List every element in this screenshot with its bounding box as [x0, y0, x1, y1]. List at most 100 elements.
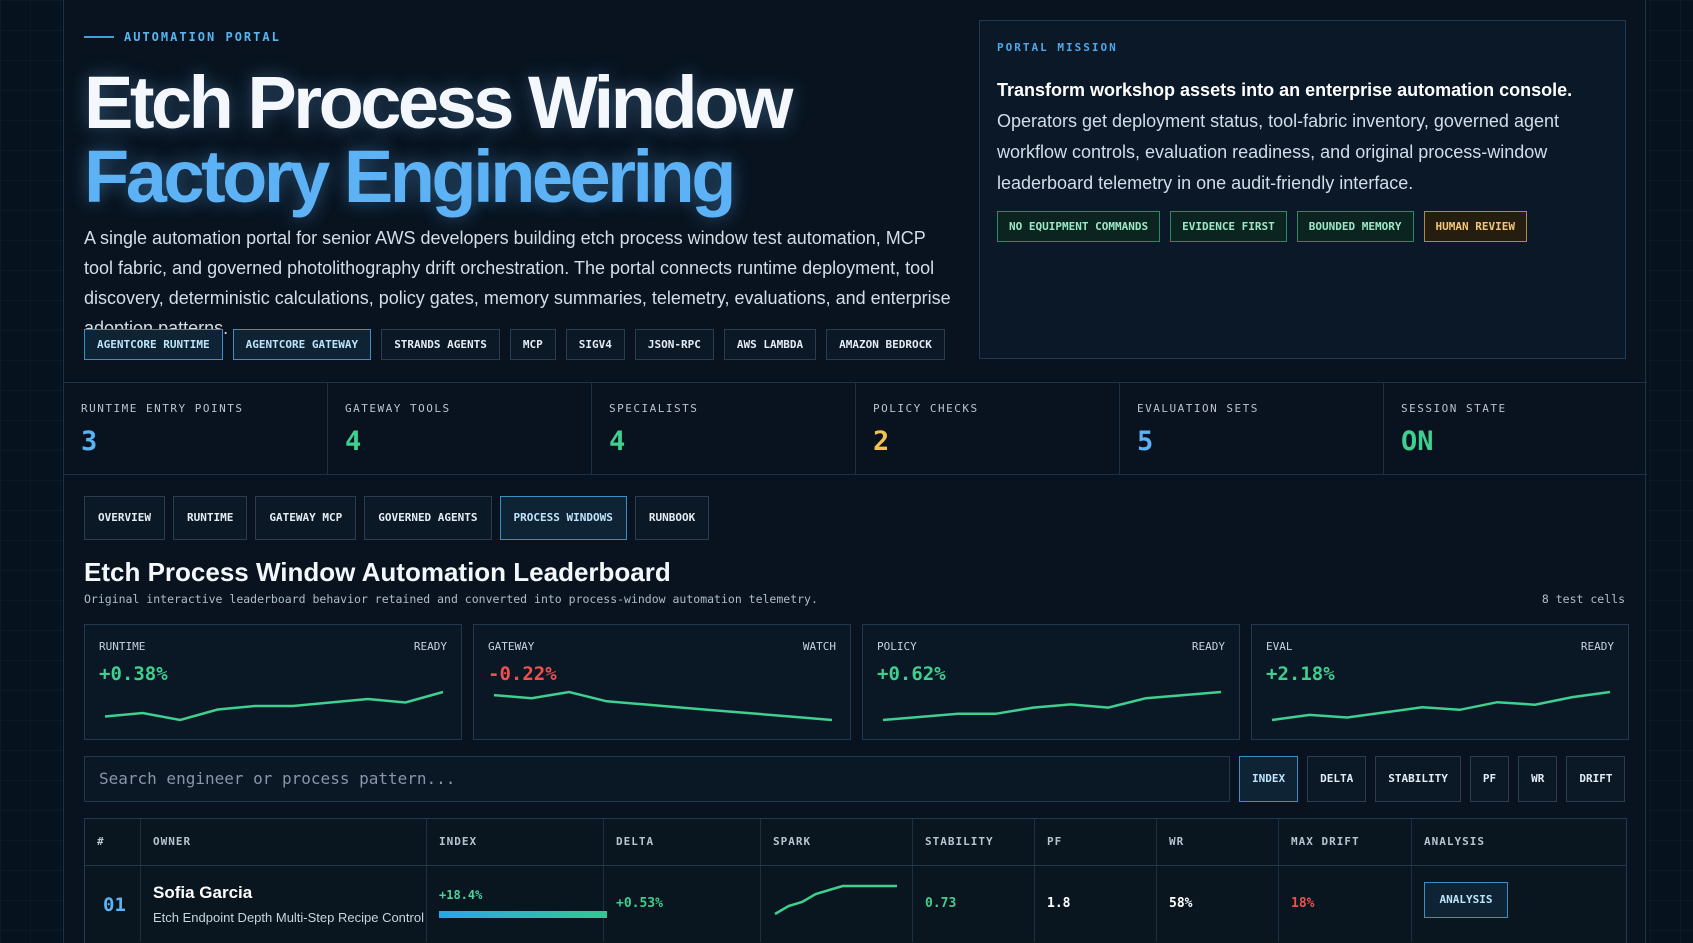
table-row[interactable]: 01 Sofia Garcia Etch Endpoint Depth Multi-… [85, 866, 1626, 942]
sort-filters: INDEX DELTA STABILITY PF WR DRIFT [1239, 756, 1626, 802]
stat-tile: POLICY CHECKS 2 [856, 383, 1120, 474]
column-header[interactable]: DELTA [616, 835, 655, 848]
telemetry-card-eval: EVAL READY +2.18% [1251, 624, 1629, 740]
filter-wr[interactable]: WR [1518, 756, 1558, 802]
search-input[interactable]: Search engineer or process pattern... [84, 756, 1230, 802]
card-state: READY [1191, 640, 1225, 653]
hero-title-line2: Factory Engineering [84, 135, 736, 218]
portal-shell: AUTOMATION PORTAL Etch Process Window Fa… [63, 0, 1647, 943]
tab-overview[interactable]: OVERVIEW [84, 496, 165, 540]
leaderboard-table: # OWNER INDEX DELTA SPARK STABILITY PF WR MAX DR… [84, 818, 1627, 943]
stat-tile: GATEWAY TOOLS 4 [328, 383, 592, 474]
card-state: READY [1580, 640, 1614, 653]
hero-tag-mcp[interactable]: MCP [509, 329, 556, 360]
hero-title-line1: Etch Process Window [84, 61, 793, 144]
stat-tile: RUNTIME ENTRY POINTS 3 [64, 383, 328, 474]
sparkline-path [104, 690, 444, 722]
hero-tag-strands-agents[interactable]: STRANDS AGENTS [381, 329, 500, 360]
column-header: ANALYSIS [1424, 835, 1485, 848]
eyebrow-label: AUTOMATION PORTAL [124, 30, 281, 44]
sparkline-path [1271, 690, 1611, 722]
card-value: +2.18% [1266, 663, 1335, 685]
card-value: +0.62% [877, 663, 946, 685]
hero-tag-agentcore-gateway[interactable]: AGENTCORE GATEWAY [232, 329, 372, 360]
stat-value: 4 [609, 426, 626, 457]
row-cell: 1.8 [1035, 866, 1157, 942]
owner-name: Sofia Garcia [153, 883, 253, 902]
leaderboard-subtitle: Original interactive leaderboard behavio… [84, 592, 818, 606]
delta-value: +0.53% [616, 896, 663, 911]
tab-runtime[interactable]: RUNTIME [172, 496, 248, 540]
tab-process-windows[interactable]: PROCESS WINDOWS [499, 496, 627, 540]
stat-value: 5 [1137, 426, 1154, 457]
column-header[interactable]: MAX DRIFT [1291, 835, 1360, 848]
tab-runbook[interactable]: RUNBOOK [634, 496, 710, 540]
column-header[interactable]: INDEX [439, 835, 478, 848]
eyebrow: AUTOMATION PORTAL [84, 30, 281, 44]
hero-tag-row: AGENTCORE RUNTIME AGENTCORE GATEWAY STRAND… [84, 329, 945, 360]
hero-tag-sigv4[interactable]: SIGV4 [565, 329, 625, 360]
filter-delta[interactable]: DELTA [1307, 756, 1367, 802]
header-cell: INDEX [427, 819, 604, 865]
header-cell: STABILITY [913, 819, 1035, 865]
analysis-button[interactable]: ANALYSIS [1424, 882, 1508, 918]
tab-governed-agents[interactable]: GOVERNED AGENTS [364, 496, 492, 540]
filter-index[interactable]: INDEX [1239, 756, 1299, 802]
mission-text: Transform workshop assets into an enterp… [997, 75, 1597, 199]
stat-value: ON [1401, 426, 1434, 457]
card-label: EVAL [1266, 640, 1293, 653]
row-cell: 01 [85, 866, 141, 942]
row-cell: ANALYSIS [1412, 866, 1628, 942]
tab-gateway-mcp[interactable]: GATEWAY MCP [255, 496, 357, 540]
hero-tag-aws-lambda[interactable]: AWS LAMBDA [723, 329, 817, 360]
row-cell: 0.73 [913, 866, 1035, 942]
mission-label: PORTAL MISSION [997, 41, 1118, 54]
card-label: RUNTIME [99, 640, 146, 653]
stat-value: 4 [345, 426, 362, 457]
mission-lead: Transform workshop assets into an enterp… [997, 80, 1573, 100]
card-sparkline [104, 690, 444, 722]
sparkline-path [774, 884, 897, 916]
sparkline-path [493, 690, 833, 722]
sparkline-path [882, 690, 1222, 722]
stat-label: RUNTIME ENTRY POINTS [81, 402, 244, 415]
hero-tag-agentcore-runtime[interactable]: AGENTCORE RUNTIME [84, 329, 223, 360]
card-value: -0.22% [488, 663, 557, 685]
row-cell [761, 866, 913, 942]
stat-label: GATEWAY TOOLS [345, 402, 451, 415]
row-cell: 18% [1279, 866, 1412, 942]
column-header[interactable]: PF [1047, 835, 1063, 848]
stat-tile: EVALUATION SETS 5 [1120, 383, 1384, 474]
hero-tag-json-rpc[interactable]: JSON-RPC [634, 329, 714, 360]
filter-stability[interactable]: STABILITY [1375, 756, 1461, 802]
card-sparkline [1271, 690, 1611, 722]
mission-tag-bounded-memory: BOUNDED MEMORY [1296, 211, 1414, 242]
stats-bar: RUNTIME ENTRY POINTS 3 GATEWAY TOOLS 4 SPECI… [64, 382, 1647, 475]
rank-number: 01 [103, 894, 126, 916]
column-header[interactable]: STABILITY [925, 835, 994, 848]
stat-label: SPECIALISTS [609, 402, 699, 415]
hero-description: A single automation portal for senior AW… [84, 228, 951, 338]
table-header: # OWNER INDEX DELTA SPARK STABILITY PF WR MAX DR… [85, 819, 1626, 866]
hero-tag-amazon-bedrock[interactable]: AMAZON BEDROCK [826, 329, 945, 360]
filter-pf[interactable]: PF [1469, 756, 1510, 802]
row-cell: Sofia Garcia Etch Endpoint Depth Multi-St… [141, 866, 427, 942]
stat-label: EVALUATION SETS [1137, 402, 1259, 415]
process-pattern: Etch Endpoint Depth Multi-Step Recipe Co… [153, 910, 424, 925]
filter-drift[interactable]: DRIFT [1566, 756, 1626, 802]
header-cell: # [85, 819, 141, 865]
mission-body: Operators get deployment status, tool-fa… [997, 111, 1559, 193]
stat-value: 3 [81, 426, 98, 457]
stat-tile: SPECIALISTS 4 [592, 383, 856, 474]
index-value: +18.4% [439, 888, 483, 902]
column-header: SPARK [773, 835, 812, 848]
header-cell: WR [1157, 819, 1279, 865]
stat-label: SESSION STATE [1401, 402, 1507, 415]
column-header[interactable]: WR [1169, 835, 1185, 848]
mission-tag-row: NO EQUIPMENT COMMANDS EVIDENCE FIRST BOUND… [997, 211, 1527, 242]
mission-tag-human-review: HUMAN REVIEW [1423, 211, 1527, 242]
card-state: WATCH [802, 640, 836, 653]
stat-value: 2 [873, 426, 890, 457]
stat-tile: SESSION STATE ON [1384, 383, 1647, 474]
card-state: READY [413, 640, 447, 653]
